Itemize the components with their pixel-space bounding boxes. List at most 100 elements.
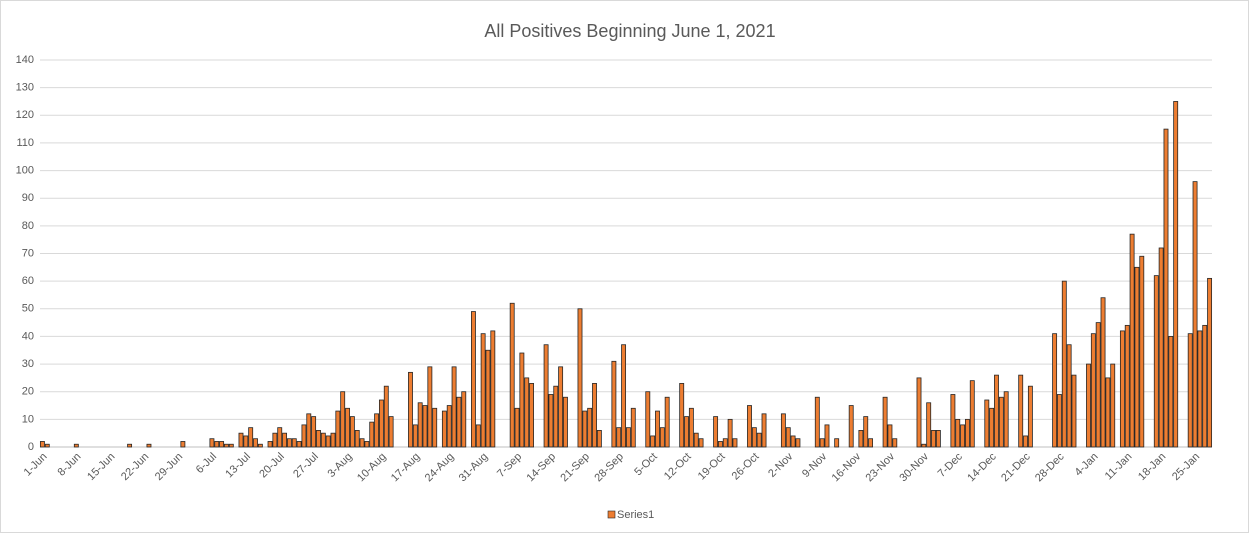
bar xyxy=(998,396,1004,448)
bar xyxy=(964,418,970,448)
bar xyxy=(1027,385,1033,448)
bar xyxy=(1100,297,1106,448)
bar xyxy=(359,438,365,448)
bar xyxy=(1202,324,1208,448)
bar xyxy=(422,405,428,448)
bar xyxy=(935,430,941,448)
bar xyxy=(1158,247,1164,448)
bar xyxy=(417,402,423,448)
bar xyxy=(1086,363,1091,448)
bar xyxy=(44,443,50,448)
bar xyxy=(480,333,486,448)
bar xyxy=(548,394,554,448)
bar xyxy=(625,427,631,448)
bar xyxy=(630,407,636,448)
bar xyxy=(650,435,656,448)
bar xyxy=(1018,374,1024,448)
bar xyxy=(267,441,273,448)
bar xyxy=(960,424,966,448)
bar xyxy=(950,394,956,448)
bar xyxy=(814,396,820,448)
bar xyxy=(383,385,389,448)
bar xyxy=(412,424,418,448)
bar xyxy=(848,405,854,448)
bar xyxy=(519,352,525,448)
bar xyxy=(1023,435,1028,448)
bar xyxy=(882,396,888,448)
bar xyxy=(761,413,767,448)
bar xyxy=(1052,333,1058,448)
bar xyxy=(989,407,995,448)
bar xyxy=(248,427,254,448)
bar xyxy=(345,407,350,448)
bar xyxy=(732,438,738,448)
bar xyxy=(887,424,893,448)
bar xyxy=(1066,344,1072,448)
bar xyxy=(1173,101,1179,448)
bar xyxy=(219,441,225,448)
bar xyxy=(751,427,757,448)
bar xyxy=(1095,322,1101,448)
bar xyxy=(587,407,593,448)
bar xyxy=(311,416,317,448)
bar xyxy=(427,366,433,448)
bar xyxy=(257,443,263,448)
bar xyxy=(224,443,229,448)
bar xyxy=(582,410,588,448)
bar xyxy=(693,432,699,448)
bar xyxy=(679,383,685,448)
bar xyxy=(747,405,752,448)
bar xyxy=(553,385,559,448)
bar xyxy=(485,349,491,448)
bar xyxy=(1168,336,1174,448)
y-tick-label: 0 xyxy=(28,441,34,453)
bar xyxy=(756,432,762,448)
bar xyxy=(432,407,438,448)
bar xyxy=(272,432,278,448)
bar xyxy=(253,438,258,448)
bar xyxy=(461,391,467,448)
bar xyxy=(1110,363,1116,448)
bar xyxy=(127,443,133,448)
bar xyxy=(659,427,665,448)
bar xyxy=(277,427,283,448)
bar xyxy=(1129,233,1135,448)
bar xyxy=(616,427,622,448)
bar xyxy=(1090,333,1096,448)
legend-label: Series1 xyxy=(617,509,654,521)
bar xyxy=(1134,266,1140,448)
bar xyxy=(1124,324,1130,448)
bar xyxy=(558,366,564,448)
bar xyxy=(354,430,360,448)
bar xyxy=(931,430,936,448)
bar xyxy=(698,438,704,448)
y-tick-label: 90 xyxy=(22,192,34,204)
bar xyxy=(524,377,530,448)
y-tick-label: 60 xyxy=(22,275,34,287)
bar xyxy=(795,438,801,448)
bar xyxy=(824,424,830,448)
bar xyxy=(1163,128,1169,448)
bar xyxy=(1187,333,1193,448)
bar xyxy=(713,416,719,448)
y-tick-label: 50 xyxy=(22,303,34,315)
bar xyxy=(316,430,321,448)
bar xyxy=(790,435,796,448)
bar xyxy=(664,396,670,448)
y-tick-label: 30 xyxy=(22,358,34,370)
bar xyxy=(1153,275,1159,448)
bar xyxy=(374,413,380,448)
bar xyxy=(301,424,307,448)
bar xyxy=(238,432,244,448)
bar xyxy=(1061,280,1067,448)
bar xyxy=(834,438,840,448)
bar xyxy=(543,344,549,448)
bar xyxy=(456,396,462,448)
bar xyxy=(529,383,534,448)
y-tick-label: 40 xyxy=(22,330,34,342)
y-tick-label: 120 xyxy=(16,109,34,121)
bar xyxy=(926,402,932,448)
bar xyxy=(994,374,999,448)
